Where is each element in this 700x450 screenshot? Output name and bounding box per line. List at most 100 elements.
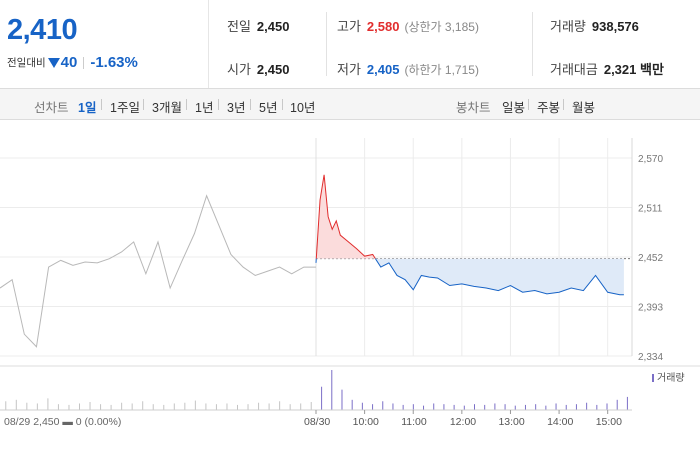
y-tick-label: 2,334 [638, 352, 663, 363]
price-chart[interactable]: 2,570 2,511 2,452 2,393 2,334 08/30 10:00 11:0… [0, 120, 700, 450]
volume-bar-today [453, 404, 455, 410]
volume-bar-prev [279, 401, 281, 410]
y-tick-label: 2,511 [638, 204, 663, 215]
toolbar-divider [282, 99, 283, 110]
candle-daily-button[interactable]: 일봉 [502, 101, 526, 115]
metric-open: 시가 2,450 [227, 59, 289, 78]
volume-bar-today [484, 404, 486, 410]
volume-bar-prev [194, 400, 196, 410]
volume-bar-prev [163, 404, 165, 410]
volume-bar-prev [121, 402, 123, 410]
volume-bar-today [596, 404, 598, 410]
change-divider [83, 56, 85, 69]
volume-bar-today [443, 404, 445, 410]
toolbar-divider [218, 99, 219, 110]
period-3m-button[interactable]: 3개월 [152, 101, 182, 115]
x-tick-label: 12:00 [450, 416, 476, 428]
metric-value: 2,580 [366, 19, 400, 34]
volume-bar-today [524, 404, 526, 410]
volume-bar-today [474, 404, 475, 410]
volume-bar-prev [68, 404, 70, 410]
volume-bar-today [494, 403, 496, 410]
y-tick-label: 2,393 [638, 303, 663, 314]
toolbar-divider [143, 99, 144, 110]
change-row: 전일대비 40 -1.63% [7, 54, 138, 71]
metric-prev-close: 전일 2,450 [227, 16, 289, 35]
volume-bar-prev [184, 402, 186, 410]
volume-bar-today [331, 370, 333, 410]
volume-bar-prev [131, 403, 133, 410]
x-tick-label: 14:00 [547, 416, 573, 428]
volume-bar-today [504, 404, 506, 410]
candle-weekly-button[interactable]: 주봉 [537, 101, 561, 115]
volume-bar-prev [100, 404, 102, 410]
volume-bar-prev [110, 404, 112, 410]
toolbar-divider [250, 99, 251, 110]
volume-bar-today [575, 404, 577, 410]
y-tick-label: 2,570 [638, 154, 663, 165]
volume-bar-today [392, 403, 394, 410]
upper-limit: (상한가 3,185) [404, 20, 479, 34]
volume-bar-prev [15, 399, 17, 410]
down-triangle-icon [47, 57, 60, 68]
change-amount: 40 [60, 54, 78, 71]
y-axis-labels: 2,570 2,511 2,452 2,393 2,334 [638, 154, 663, 363]
metric-volume: 거래량 938,576 [550, 16, 639, 35]
candle-monthly-button[interactable]: 월봉 [572, 101, 596, 115]
volume-legend-label: 거래량 [657, 372, 685, 384]
metric-label: 고가 [337, 19, 361, 34]
volume-bar-prev [237, 404, 238, 410]
stock-summary-panel: 2,410 전일대비 40 -1.63% 전일 2,450 시가 2,450 고… [0, 0, 700, 89]
volume-bar-prev [247, 404, 249, 410]
volume-bar-today [463, 405, 465, 410]
metric-label: 저가 [337, 62, 361, 77]
x-tick-label: 13:00 [498, 416, 524, 428]
volume-bar-today [514, 405, 516, 410]
volume-bar-today [351, 399, 353, 410]
up-area-fill [316, 174, 376, 259]
lower-limit: (하한가 1,715) [404, 63, 479, 77]
toolbar-divider [186, 99, 187, 110]
period-10y-button[interactable]: 10년 [290, 101, 316, 115]
metric-label: 거래량 [550, 19, 586, 34]
x-axis-labels: 08/30 10:00 11:00 12:00 13:00 14:00 15:00 [304, 410, 622, 428]
change-rate: -1.63% [90, 54, 138, 71]
chart-toolbar: 선차트 1일 1주일 3개월 1년 3년 5년 10년 봉차트 일봉 주봉 월봉 [0, 89, 700, 120]
volume-bar-prev [79, 403, 80, 410]
volume-bar-prev [173, 403, 175, 410]
volume-bar-today [341, 389, 343, 410]
volume-bar-today [423, 405, 425, 410]
today-price-line-down [315, 258, 624, 296]
volume-bar-prev [205, 403, 207, 410]
volume-bar-today [616, 399, 618, 410]
toolbar-divider [101, 99, 102, 110]
chart-area-fills [316, 174, 624, 295]
down-area-fill [316, 258, 624, 295]
volume-bar-prev [26, 402, 28, 410]
metric-value: 2,450 [256, 62, 290, 77]
volume-bar-today [402, 404, 404, 410]
current-price: 2,410 [7, 14, 78, 46]
volume-bar-prev [310, 402, 312, 410]
volume-bar-today [606, 403, 608, 410]
volume-bar-today [565, 404, 567, 410]
volume-bar-today [555, 403, 557, 410]
x-tick-label: 15:00 [596, 416, 622, 428]
metric-high: 고가 2,580 (상한가 3,185) [337, 16, 479, 35]
period-1w-button[interactable]: 1주일 [110, 101, 140, 115]
volume-bar-today [412, 404, 414, 410]
volume-bar-prev [57, 404, 59, 410]
volume-bar-prev [300, 403, 302, 410]
metric-value: 938,576 [591, 19, 639, 34]
volume-bar-prev [226, 403, 228, 410]
volume-bar-prev [142, 401, 144, 410]
toolbar-divider [528, 99, 529, 110]
period-1y-button[interactable]: 1년 [195, 101, 214, 115]
period-1d-button[interactable]: 1일 [78, 101, 97, 115]
period-3y-button[interactable]: 3년 [227, 101, 246, 115]
change-label: 전일대비 [7, 57, 46, 69]
chart-lines [0, 174, 624, 348]
period-5y-button[interactable]: 5년 [259, 101, 278, 115]
volume-bar-today [626, 396, 628, 410]
volume-bar-today [586, 402, 588, 410]
